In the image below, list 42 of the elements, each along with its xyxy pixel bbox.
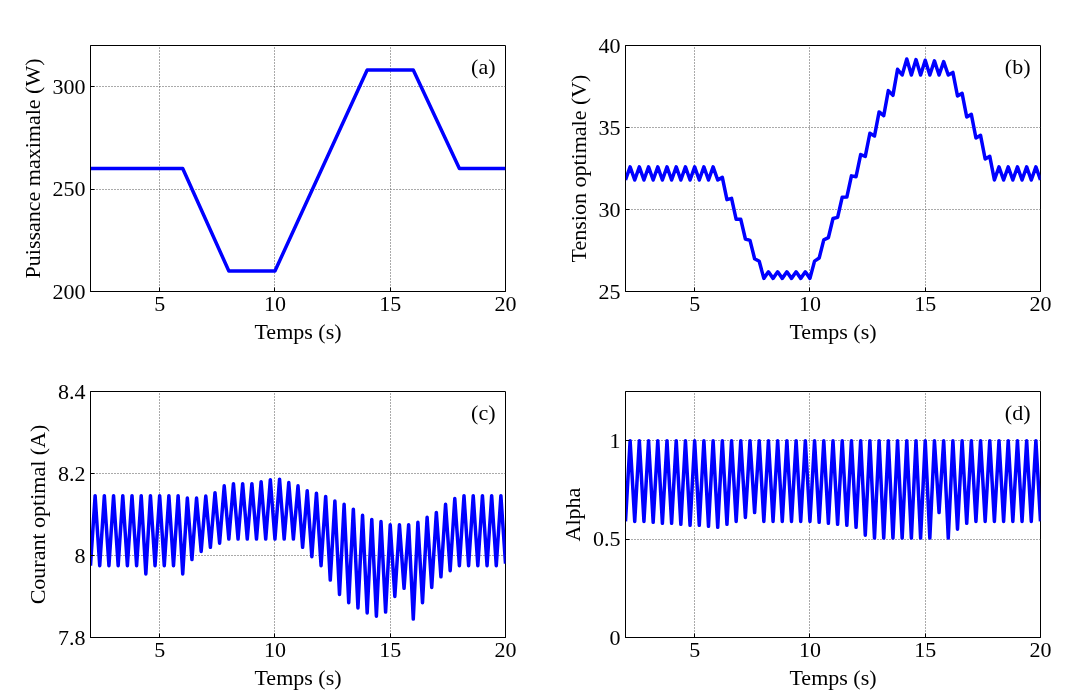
annotation: (b) xyxy=(1004,53,1031,79)
x-tick-label: 15 xyxy=(914,290,937,316)
annotation: (c) xyxy=(471,399,496,425)
y-tick-label: 35 xyxy=(598,114,621,140)
y-axis-title: Puissance maximale (W) xyxy=(19,58,45,279)
x-axis-title: Temps (s) xyxy=(254,664,342,690)
y-tick-label: 8.4 xyxy=(58,378,86,404)
x-tick-label: 15 xyxy=(914,636,937,662)
x-axis-title: Temps (s) xyxy=(789,318,877,344)
x-tick-label: 15 xyxy=(379,636,402,662)
annotation: (d) xyxy=(1004,399,1031,425)
x-tick-label: 10 xyxy=(263,636,286,662)
x-axis-title: Temps (s) xyxy=(789,664,877,690)
y-tick-label: 1 xyxy=(609,427,621,453)
y-tick-label: 40 xyxy=(598,32,621,58)
annotation: (a) xyxy=(471,53,496,79)
x-tick-label: 20 xyxy=(1029,290,1052,316)
y-tick-label: 7.8 xyxy=(58,624,86,650)
y-tick-label: 8.2 xyxy=(58,460,86,486)
y-tick-label: 300 xyxy=(52,73,86,99)
y-axis-title: Courant optimal (A) xyxy=(25,424,50,605)
x-tick-label: 20 xyxy=(494,636,517,662)
x-tick-label: 5 xyxy=(154,636,166,662)
x-tick-label: 10 xyxy=(798,290,821,316)
x-tick-label: 20 xyxy=(494,290,517,316)
y-axis-title: Alpha xyxy=(560,487,585,542)
y-tick-label: 8 xyxy=(74,542,86,568)
x-tick-label: 20 xyxy=(1029,636,1052,662)
x-tick-label: 15 xyxy=(379,290,402,316)
x-tick-label: 5 xyxy=(154,290,166,316)
y-tick-label: 25 xyxy=(598,278,621,304)
x-axis-title: Temps (s) xyxy=(254,318,342,344)
y-tick-label: 0.5 xyxy=(593,526,621,552)
y-tick-label: 250 xyxy=(52,176,86,201)
x-tick-label: 10 xyxy=(798,636,821,662)
y-tick-label: 0 xyxy=(609,624,621,650)
y-axis-title: Tension optimale (V) xyxy=(565,74,591,263)
x-tick-label: 5 xyxy=(689,636,701,662)
y-tick-label: 30 xyxy=(598,196,621,222)
x-tick-label: 10 xyxy=(263,290,286,316)
x-tick-label: 5 xyxy=(689,290,701,316)
y-tick-label: 200 xyxy=(52,278,86,304)
